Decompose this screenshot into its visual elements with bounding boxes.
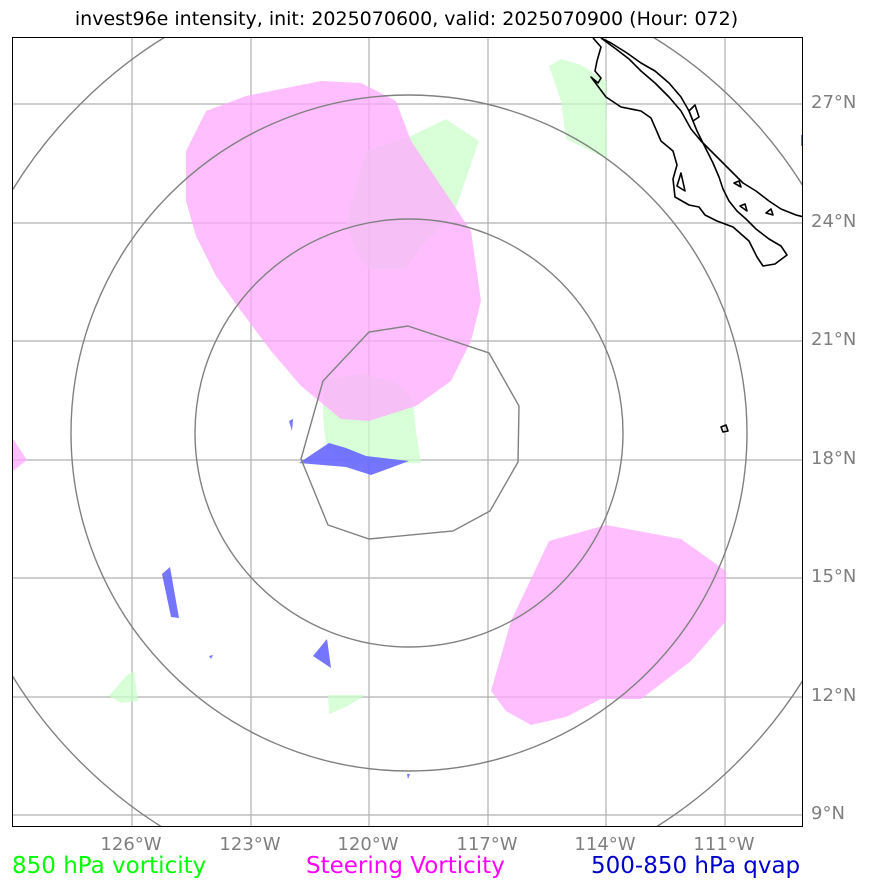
lat-label: 24°N <box>811 211 857 232</box>
steering-vorticity-layer <box>13 81 726 725</box>
island-outline <box>733 180 742 188</box>
qvap-patch <box>289 419 293 431</box>
range-ring-3 <box>70 94 748 772</box>
gulf-coastline <box>600 38 802 218</box>
legend-vorticity-850: 850 hPa vorticity <box>12 853 207 879</box>
lon-label: 123°W <box>219 834 281 855</box>
baja-coastline <box>590 38 788 267</box>
coastline <box>590 38 802 433</box>
range-ring-inner <box>300 325 520 540</box>
steering-vorticity-patch <box>13 439 27 471</box>
vorticity-850-patch <box>328 695 366 714</box>
island-outline <box>739 203 748 212</box>
lat-label: 9°N <box>811 803 845 824</box>
graticule <box>13 38 802 826</box>
qvap-patch <box>313 639 331 668</box>
lat-label: 15°N <box>811 566 857 587</box>
steering-vorticity-patch <box>491 525 726 725</box>
lat-label: 21°N <box>811 329 857 350</box>
lon-label: 117°W <box>456 834 518 855</box>
lon-label: 120°W <box>337 834 399 855</box>
legend-qvap: 500-850 hPa qvap <box>591 853 801 879</box>
lon-label: 114°W <box>574 834 636 855</box>
vorticity-850-patch <box>109 671 138 703</box>
steering-vorticity-patch <box>186 81 481 421</box>
lat-label: 27°N <box>811 92 857 113</box>
lon-label: 126°W <box>100 834 162 855</box>
lon-label: 111°W <box>693 834 755 855</box>
qvap-patch <box>209 655 213 659</box>
qvap-layer <box>162 134 802 779</box>
qvap-patch <box>162 567 179 618</box>
qvap-patch <box>801 134 802 146</box>
map-title: invest96e intensity, init: 2025070600, v… <box>74 8 739 30</box>
vorticity-850-patch <box>549 59 607 159</box>
legend-steering-vorticity: Steering Vorticity <box>306 853 505 879</box>
island-outline <box>720 424 729 433</box>
qvap-patch <box>299 443 409 475</box>
island-outline <box>765 208 774 216</box>
lat-label: 12°N <box>811 685 857 706</box>
map-canvas[interactable] <box>13 38 803 827</box>
map-frame[interactable] <box>12 37 803 827</box>
qvap-patch <box>407 774 410 779</box>
lat-label: 18°N <box>811 448 857 469</box>
island-outline <box>676 172 686 192</box>
range-ring-2 <box>194 218 624 648</box>
range-rings <box>13 38 802 826</box>
island-outline <box>688 104 700 122</box>
